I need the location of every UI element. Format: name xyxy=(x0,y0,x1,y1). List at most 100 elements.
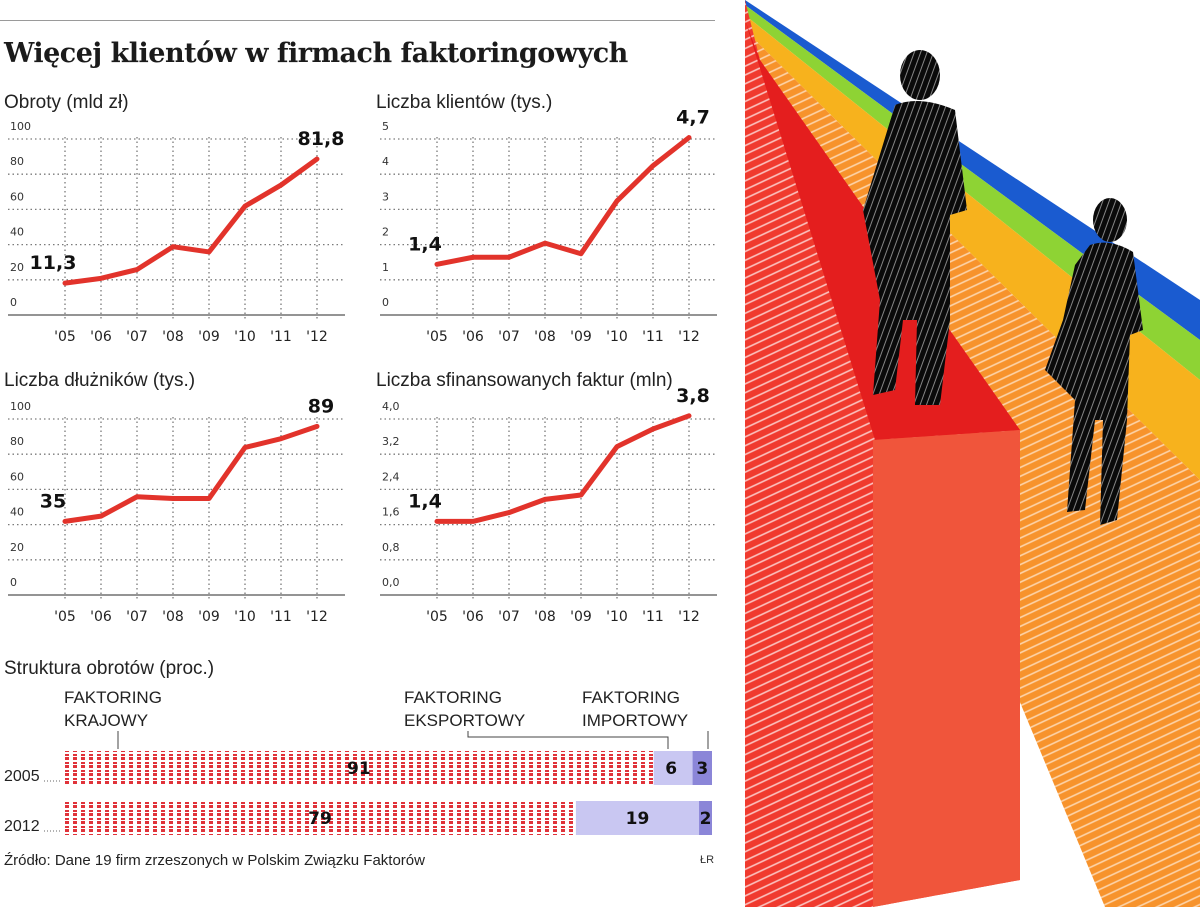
bar-value-label: 91 xyxy=(347,759,371,779)
x-tick-label: '05 xyxy=(426,609,448,625)
series-label: EKSPORTOWY xyxy=(404,711,525,730)
x-tick-label: '10 xyxy=(234,609,256,625)
bar-value-label: 2 xyxy=(700,809,712,829)
y-tick-label: 0,8 xyxy=(382,541,400,554)
series-line xyxy=(434,413,692,524)
y-tick-label: 0 xyxy=(10,576,17,589)
y-tick-label: 80 xyxy=(10,155,24,168)
y-tick-label: 0 xyxy=(10,296,17,309)
data-label: 3,8 xyxy=(676,385,710,407)
series-line xyxy=(434,135,692,267)
data-label: 1,4 xyxy=(408,490,442,512)
y-tick-label: 100 xyxy=(10,400,31,413)
x-tick-label: '06 xyxy=(90,609,112,625)
x-tick-label: '10 xyxy=(606,609,628,625)
series-label: FAKTORING xyxy=(404,688,502,707)
turnover-chart: 100 80 60 40 20 0 '05 '06 '07 '08 '09 '10 '11 '12 11,3… xyxy=(8,120,345,345)
x-tick-label: '10 xyxy=(606,329,628,345)
data-label: 35 xyxy=(40,490,66,512)
x-tick-label: '05 xyxy=(426,329,448,345)
bar-value-label: 6 xyxy=(665,759,677,779)
bar-value-label: 3 xyxy=(696,759,708,779)
y-tick-label: 3,2 xyxy=(382,435,400,448)
data-label: 4,7 xyxy=(676,107,710,129)
leader-line xyxy=(467,731,669,749)
bar-segment xyxy=(575,801,700,835)
top-rule xyxy=(0,20,715,21)
series-line xyxy=(62,423,320,524)
bar-segment xyxy=(64,801,576,835)
x-tick-label: '11 xyxy=(270,329,292,345)
bar-segment xyxy=(692,751,712,785)
data-label: 89 xyxy=(308,395,334,417)
y-tick-label: 4 xyxy=(382,155,389,168)
y-tick-label: 60 xyxy=(10,470,24,483)
y-tick-label: 40 xyxy=(10,506,24,519)
series-line xyxy=(62,156,320,286)
x-tick-label: '08 xyxy=(162,329,184,345)
x-tick-label: '06 xyxy=(462,329,484,345)
y-tick-label: 3 xyxy=(382,190,389,203)
y-tick-label: 0 xyxy=(382,296,389,309)
data-label: 11,3 xyxy=(30,252,77,274)
x-tick-label: '08 xyxy=(534,329,556,345)
source-note: Źródło: Dane 19 firm zrzeszonych w Polsk… xyxy=(4,852,425,869)
x-tick-label: '07 xyxy=(126,329,148,345)
data-label: 1,4 xyxy=(408,233,442,255)
turnover-structure-chart: FAKTORING KRAJOWY FAKTORING EKSPORTOWY FAKTO… xyxy=(4,688,712,835)
chart-title-clients: Liczba klientów (tys.) xyxy=(376,92,553,113)
author-credit: ŁR xyxy=(700,854,715,866)
series-label: IMPORTOWY xyxy=(582,711,688,730)
x-tick-label: '11 xyxy=(642,329,664,345)
bar-segment xyxy=(699,801,712,835)
y-tick-label: 1,6 xyxy=(382,506,400,519)
x-tick-label: '06 xyxy=(90,329,112,345)
y-tick-label: 2 xyxy=(382,226,389,239)
y-tick-label: 4,0 xyxy=(382,400,400,413)
chart-title-invoices: Liczba sfinansowanych faktur (mln) xyxy=(376,370,673,391)
bar-value-label: 79 xyxy=(308,809,332,829)
x-tick-label: '05 xyxy=(54,609,76,625)
person-silhouette-right xyxy=(1045,198,1143,525)
x-tick-label: '12 xyxy=(678,609,700,625)
y-tick-label: 1 xyxy=(382,261,389,274)
x-tick-label: '08 xyxy=(162,609,184,625)
x-tick-label: '06 xyxy=(462,609,484,625)
x-tick-label: '12 xyxy=(306,329,328,345)
chart-title-debtors: Liczba dłużników (tys.) xyxy=(4,370,196,391)
x-tick-label: '10 xyxy=(234,329,256,345)
x-tick-label: '12 xyxy=(306,609,328,625)
person-silhouette-left xyxy=(863,50,967,405)
bar-segment xyxy=(64,751,654,785)
y-tick-label: 100 xyxy=(10,120,31,133)
data-label: 81,8 xyxy=(298,128,345,150)
series-label: FAKTORING xyxy=(64,688,162,707)
x-tick-label: '07 xyxy=(498,329,520,345)
clients-chart: 5 4 3 2 1 0 '05 '06 '07 '08 '09 '10 '11 '12 1,4 4,7 xyxy=(380,107,717,345)
debtors-chart: 100 80 60 40 20 0 '05 '06 '07 '08 '09 '10 '11 '12 35 89 xyxy=(8,395,345,625)
y-tick-label: 20 xyxy=(10,541,24,554)
y-tick-label: 40 xyxy=(10,226,24,239)
bar-value-label: 19 xyxy=(626,809,650,829)
y-tick-label: 2,4 xyxy=(382,470,400,483)
y-tick-label: 80 xyxy=(10,435,24,448)
chart-title-turnover: Obroty (mld zł) xyxy=(4,92,129,113)
x-tick-label: '07 xyxy=(126,609,148,625)
infographic-title: Więcej klientów w firmach faktoringowych xyxy=(4,38,628,69)
x-tick-label: '09 xyxy=(570,609,592,625)
y-tick-label: 5 xyxy=(382,120,389,133)
invoices-chart: 4,0 3,2 2,4 1,6 0,8 0,0 '05 '06 '07 '08 '09 '10 '11 '… xyxy=(380,385,717,625)
year-label: 2012 xyxy=(4,818,40,835)
x-tick-label: '09 xyxy=(570,329,592,345)
x-tick-label: '09 xyxy=(198,609,220,625)
x-tick-label: '12 xyxy=(678,329,700,345)
y-tick-label: 20 xyxy=(10,261,24,274)
series-label: KRAJOWY xyxy=(64,711,148,730)
structure-title: Struktura obrotów (proc.) xyxy=(4,658,215,679)
x-tick-label: '11 xyxy=(270,609,292,625)
y-tick-label: 60 xyxy=(10,190,24,203)
y-tick-label: 0,0 xyxy=(382,576,400,589)
series-label: FAKTORING xyxy=(582,688,680,707)
bar-segment xyxy=(653,751,693,785)
x-tick-label: '09 xyxy=(198,329,220,345)
